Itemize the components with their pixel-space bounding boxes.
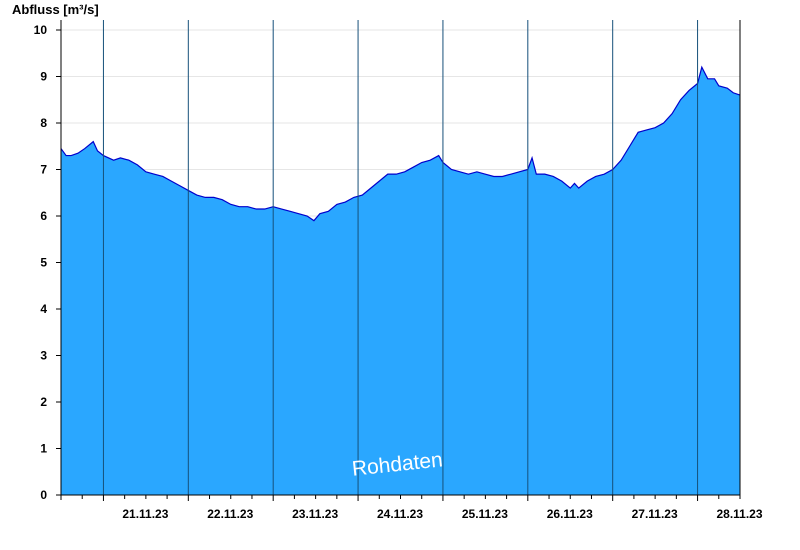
x-tick-label: 27.11.23	[632, 507, 678, 521]
day-separator-layer	[102, 20, 699, 495]
axes-layer	[56, 20, 741, 500]
area-layer	[60, 65, 741, 495]
y-tick-label: 4	[40, 302, 47, 316]
series-line-0	[60, 65, 741, 222]
y-tick-label: 10	[34, 23, 48, 37]
x-tick-label: 23.11.23	[292, 507, 338, 521]
y-tick-label: 7	[40, 163, 47, 177]
y-tick-label: 1	[40, 442, 47, 456]
y-tick-label: 6	[40, 209, 47, 223]
y-tick-label: 2	[40, 395, 47, 409]
x-tick-label: 25.11.23	[462, 507, 508, 521]
x-tick-label: 26.11.23	[547, 507, 593, 521]
y-axis-label: Abfluss [m³/s]	[12, 2, 99, 17]
y-tick-label: 0	[40, 488, 47, 502]
y-tick-label: 8	[40, 116, 47, 130]
y-tick-label: 9	[40, 70, 47, 84]
x-tick-label: 28.11.23	[716, 507, 762, 521]
x-tick-label: 21.11.23	[122, 507, 168, 521]
y-tick-label: 5	[40, 256, 47, 270]
x-tick-label: 22.11.23	[207, 507, 253, 521]
series-area-0	[61, 67, 740, 495]
x-tick-label: 24.11.23	[377, 507, 423, 521]
tick-layer: 0 1 2 3 4 5 6 7 8 9 10 21.11.23 22.11.23 23.11.23 24.1…	[34, 23, 763, 521]
y-tick-label: 3	[40, 349, 47, 363]
